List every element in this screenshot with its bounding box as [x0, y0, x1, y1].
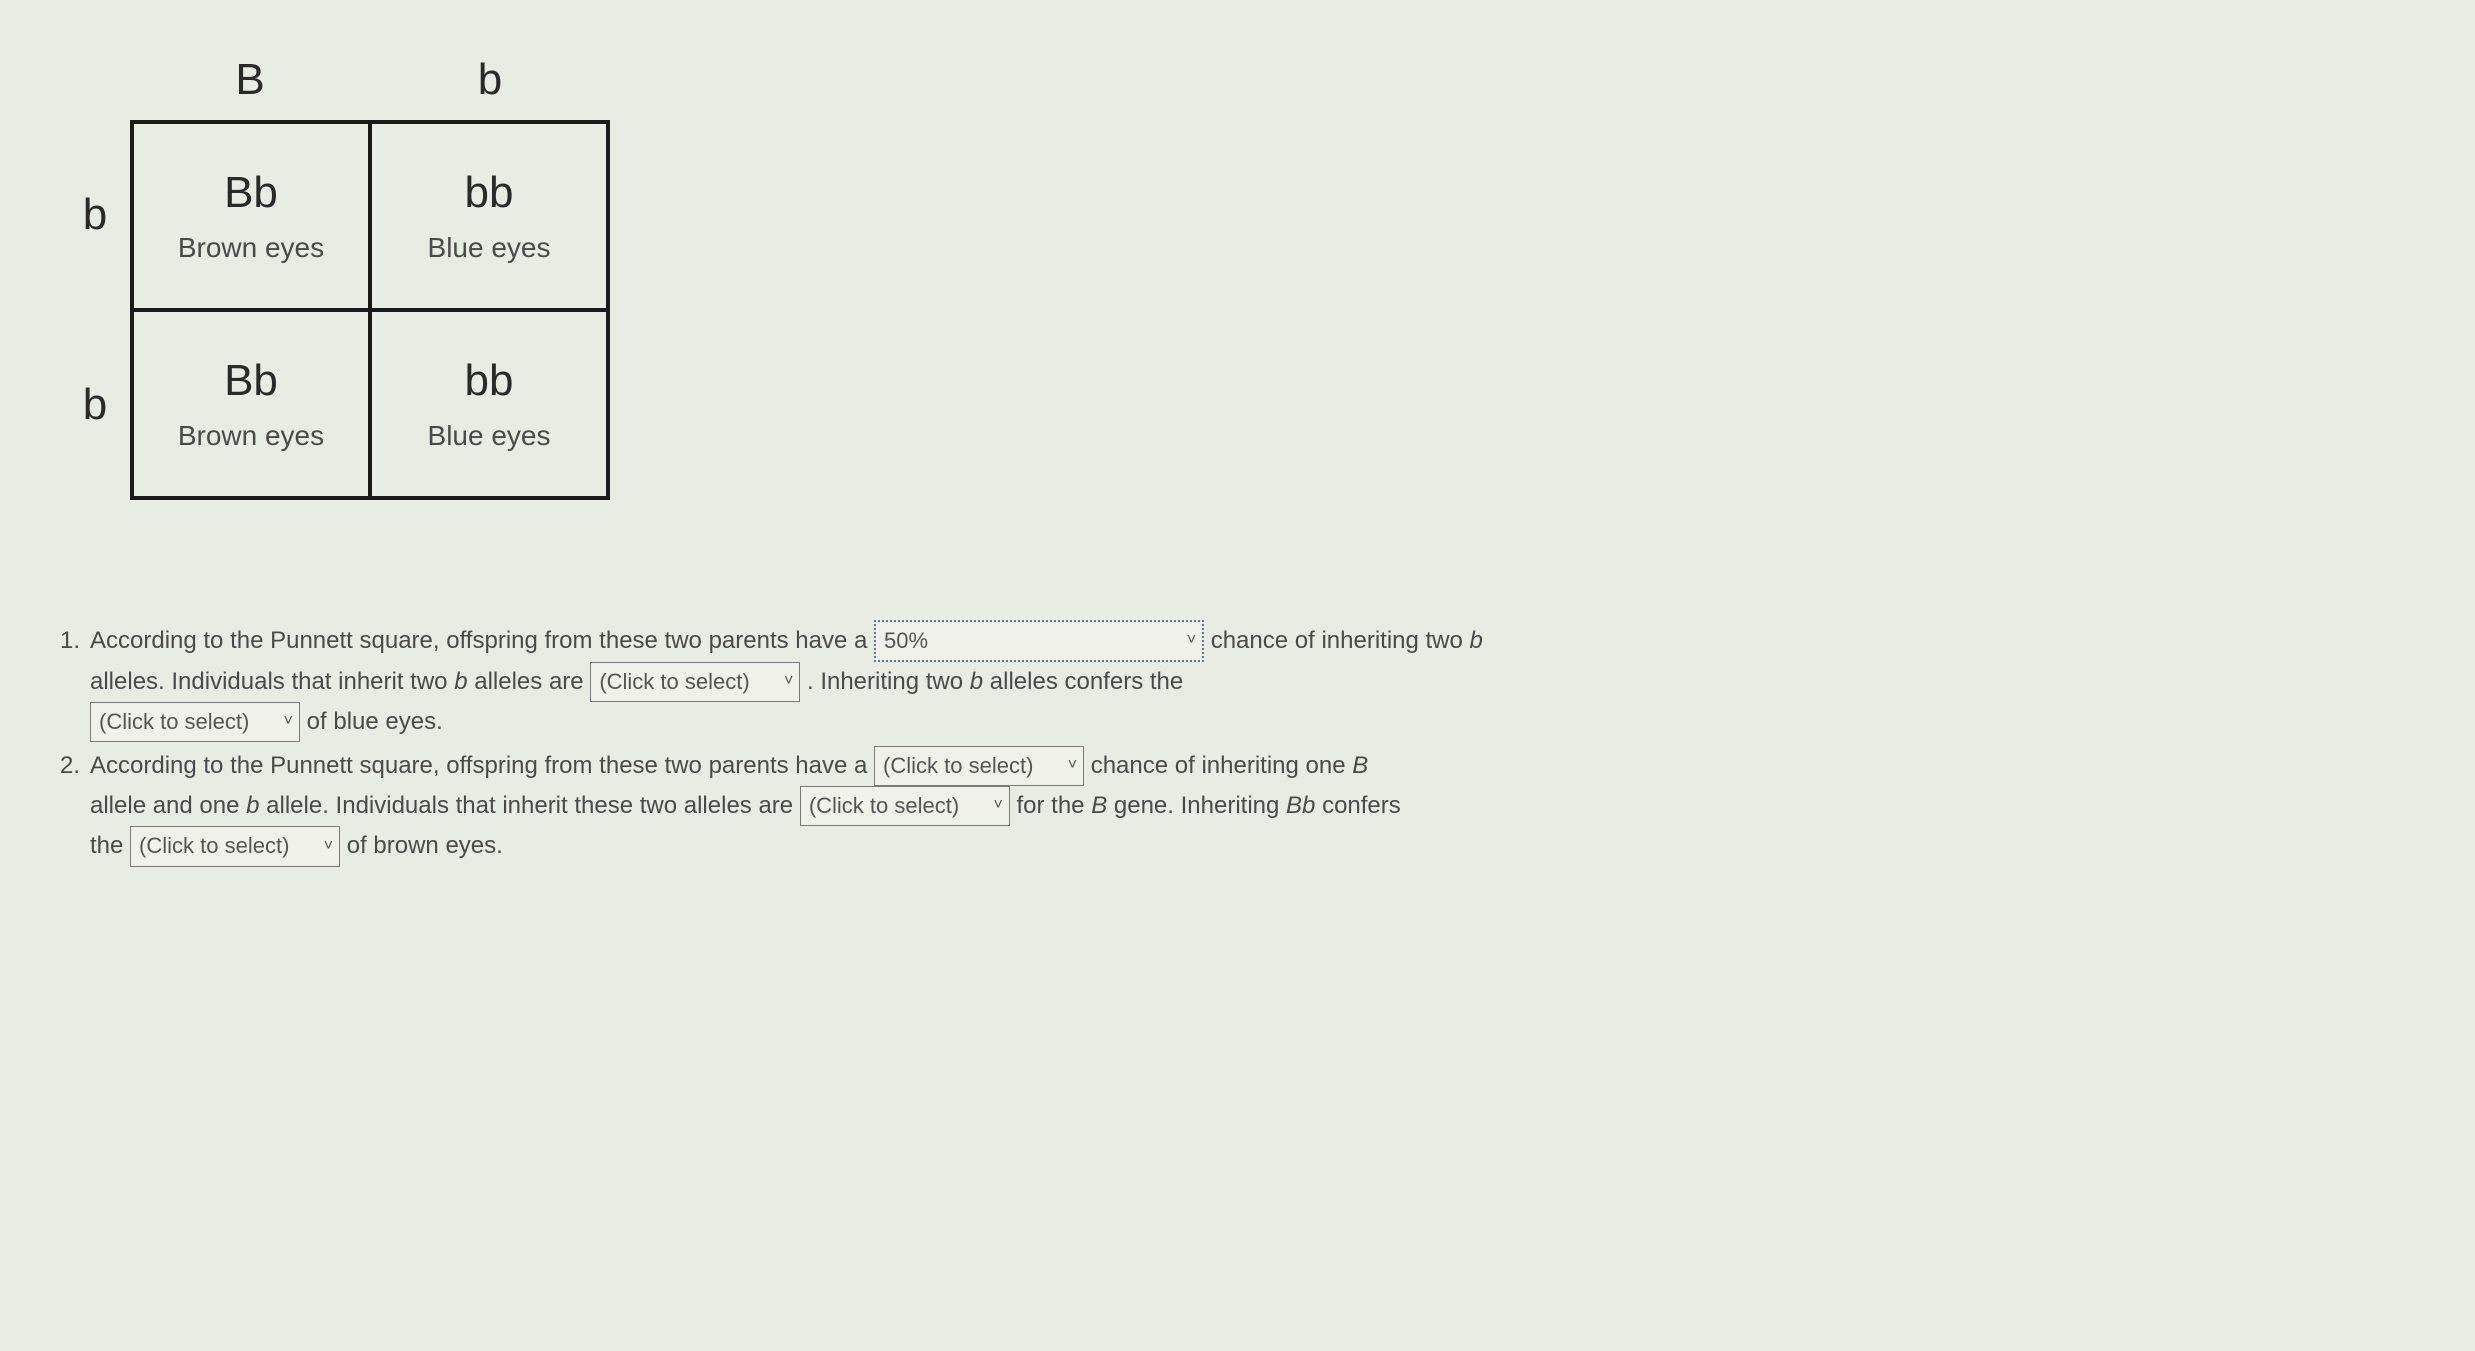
q2-text: confers [1322, 792, 1401, 819]
q1-text: According to the Punnett square, offspri… [90, 627, 867, 654]
q1-text: . Inheriting two [807, 668, 963, 695]
question-1: 1. According to the Punnett square, offs… [60, 620, 1860, 742]
genotype: Bb [224, 168, 278, 218]
q1-text: of blue eyes. [307, 708, 443, 735]
q1-dropdown-zygosity[interactable]: (Click to select) [590, 662, 800, 702]
q1-text: alleles confers the [990, 668, 1183, 695]
q2-body: According to the Punnett square, offspri… [90, 746, 1860, 866]
q1-text: alleles are [474, 668, 583, 695]
genotype: bb [465, 356, 514, 406]
phenotype: Brown eyes [178, 420, 324, 452]
genotype: Bb [224, 356, 278, 406]
q1-ital: b [970, 668, 983, 695]
q2-dropdown-phenotype[interactable]: (Click to select) [130, 826, 340, 866]
q2-ital: b [246, 792, 259, 819]
q2-text: allele. Individuals that inherit these t… [266, 792, 793, 819]
cell-bottom-right: bb Blue eyes [370, 310, 610, 500]
q2-text: of brown eyes. [347, 832, 503, 859]
questions-block: 1. According to the Punnett square, offs… [60, 620, 1860, 867]
cell-top-left: Bb Brown eyes [130, 120, 370, 310]
q2-text: According to the Punnett square, offspri… [90, 752, 867, 779]
q2-ital: Bb [1286, 792, 1315, 819]
cell-bottom-left: Bb Brown eyes [130, 310, 370, 500]
genotype: bb [465, 168, 514, 218]
phenotype: Blue eyes [428, 420, 551, 452]
q2-text: chance of inheriting one [1091, 752, 1346, 779]
col-header-1: B [130, 40, 370, 120]
q1-text: alleles. Individuals that inherit two [90, 668, 448, 695]
row-header-2: b [60, 310, 130, 500]
phenotype: Blue eyes [428, 232, 551, 264]
phenotype: Brown eyes [178, 232, 324, 264]
q1-text: chance of inheriting two [1211, 627, 1463, 654]
question-2: 2. According to the Punnett square, offs… [60, 746, 1860, 866]
q1-dropdown-percent[interactable]: 50% [874, 620, 1204, 662]
q2-text: the [90, 832, 123, 859]
q2-dropdown-percent[interactable]: (Click to select) [874, 746, 1084, 786]
cell-top-right: bb Blue eyes [370, 120, 610, 310]
q1-number: 1. [60, 622, 90, 659]
punnett-square: B b b Bb Brown eyes bb Blue eyes b Bb Br… [60, 40, 610, 500]
q2-text: allele and one [90, 792, 239, 819]
col-header-2: b [370, 40, 610, 120]
q1-ital: b [454, 668, 467, 695]
q1-ital: b [1470, 627, 1483, 654]
corner-blank [60, 40, 130, 120]
q2-ital: B [1091, 792, 1107, 819]
q1-dropdown-phenotype[interactable]: (Click to select) [90, 702, 300, 742]
row-header-1: b [60, 120, 130, 310]
q2-dropdown-zygosity[interactable]: (Click to select) [800, 786, 1010, 826]
q1-body: According to the Punnett square, offspri… [90, 620, 1860, 742]
q2-ital: B [1352, 752, 1368, 779]
q2-number: 2. [60, 747, 90, 784]
q2-text: for the [1016, 792, 1084, 819]
q2-text: gene. Inheriting [1114, 792, 1279, 819]
